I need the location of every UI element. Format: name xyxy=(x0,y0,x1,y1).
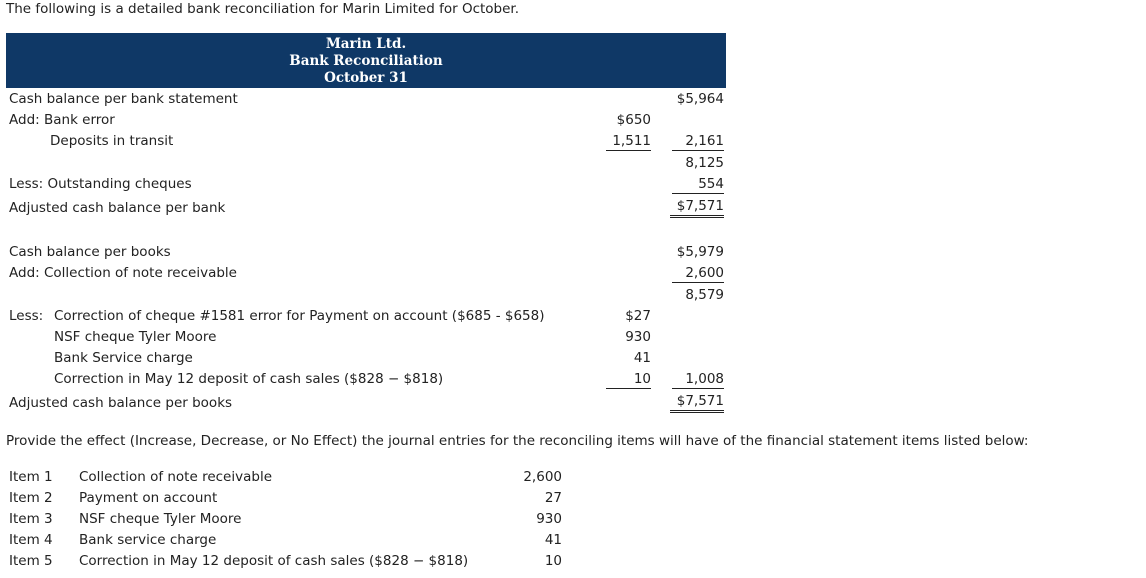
less-item-label: Correction of cheque #1581 error for Pay… xyxy=(54,308,545,324)
item-amount: 930 xyxy=(536,511,562,527)
item-description: Bank service charge xyxy=(79,532,217,548)
outstanding-label: Less: Outstanding cheques xyxy=(9,176,192,192)
less-item-amount: 930 xyxy=(625,329,651,345)
item-description: Collection of note receivable xyxy=(79,469,273,485)
less-item-label: Correction in May 12 deposit of cash sal… xyxy=(54,371,444,387)
adjusted-bank-label: Adjusted cash balance per bank xyxy=(9,200,226,216)
company-name: Marin Ltd. xyxy=(325,36,407,52)
bank-error-amount: $650 xyxy=(616,112,651,128)
books-balance-label: Cash balance per books xyxy=(9,244,171,260)
bank-balance-amount: $5,964 xyxy=(676,91,724,107)
less-item-amount: 41 xyxy=(633,350,651,366)
intro-text: The following is a detailed bank reconci… xyxy=(6,1,520,17)
item-number: Item 4 xyxy=(9,532,53,548)
item-amount: 27 xyxy=(544,490,562,506)
less-item-label: NSF cheque Tyler Moore xyxy=(54,329,217,345)
bank-subtotal: 8,125 xyxy=(685,155,724,171)
item-number: Item 1 xyxy=(9,469,53,485)
adjusted-books-amount: $7,571 xyxy=(670,392,724,413)
item-number: Item 2 xyxy=(9,490,53,506)
statement-date: October 31 xyxy=(324,70,408,86)
less-item-amount: 10 xyxy=(606,370,651,389)
item-amount: 2,600 xyxy=(523,469,562,485)
item-description: Payment on account xyxy=(79,490,218,506)
item-number: Item 3 xyxy=(9,511,53,527)
bank-add-total: 2,161 xyxy=(672,132,724,151)
less-item-amount: $27 xyxy=(625,308,651,324)
item-number: Item 5 xyxy=(9,553,53,569)
books-subtotal: 8,579 xyxy=(685,287,724,303)
deposits-label: Deposits in transit xyxy=(50,133,174,149)
deposits-amount: 1,511 xyxy=(606,132,651,151)
bank-balance-label: Cash balance per bank statement xyxy=(9,91,238,107)
adjusted-bank-amount: $7,571 xyxy=(670,197,724,218)
reconciliation-header: Marin Ltd. Bank Reconciliation October 3… xyxy=(6,33,726,88)
statement-title: Bank Reconciliation xyxy=(289,53,443,69)
less-total-amount: 1,008 xyxy=(672,370,724,389)
adjusted-books-label: Adjusted cash balance per books xyxy=(9,395,233,411)
item-amount: 41 xyxy=(544,532,562,548)
books-add-label: Add: Collection of note receivable xyxy=(9,265,237,281)
item-description: Correction in May 12 deposit of cash sal… xyxy=(79,553,469,569)
question-text: Provide the effect (Increase, Decrease, … xyxy=(6,433,1029,449)
collection-amount: 2,600 xyxy=(672,264,724,283)
outstanding-amount: 554 xyxy=(672,175,724,194)
item-amount: 10 xyxy=(544,553,562,569)
books-less-prefix: Less: xyxy=(9,308,44,324)
item-description: NSF cheque Tyler Moore xyxy=(79,511,242,527)
books-balance-amount: $5,979 xyxy=(676,244,724,260)
bank-add-label: Add: Bank error xyxy=(9,112,115,128)
less-item-label: Bank Service charge xyxy=(54,350,193,366)
